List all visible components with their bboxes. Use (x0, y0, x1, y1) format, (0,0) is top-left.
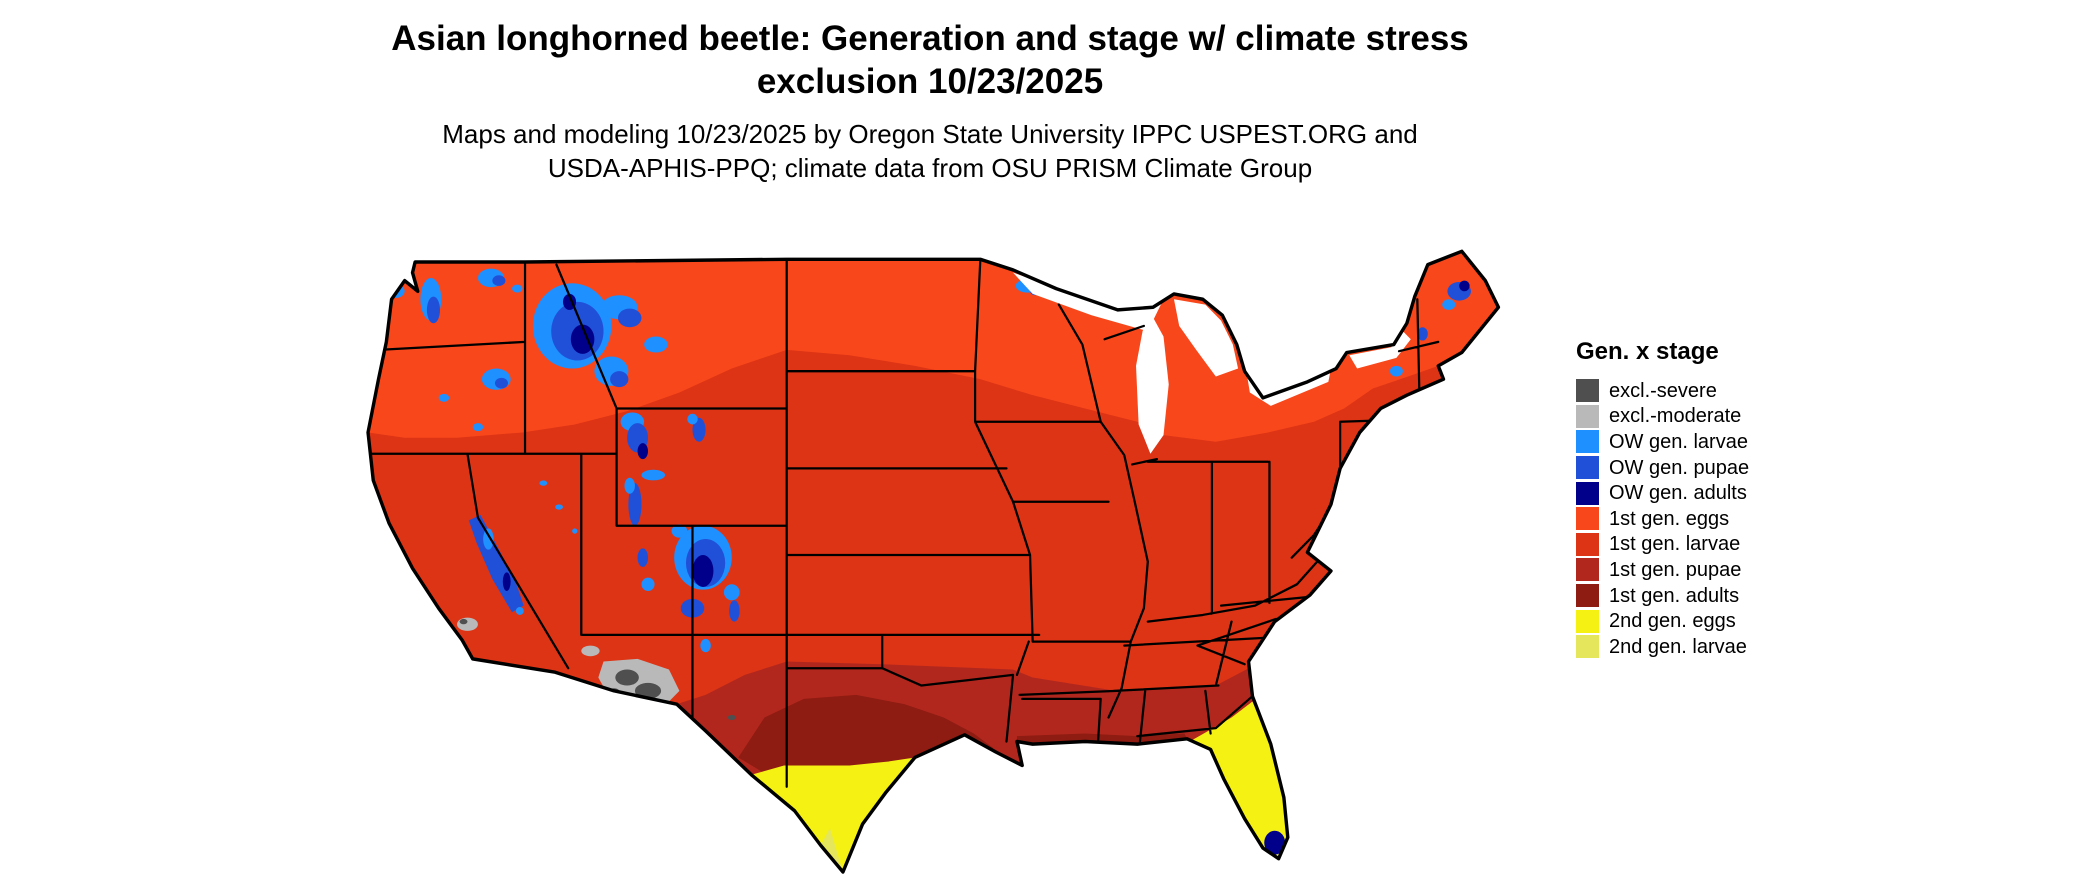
legend-swatch-gen1-pupae (1576, 558, 1599, 582)
page-subtitle: Maps and modeling 10/23/2025 by Oregon S… (0, 118, 1860, 186)
region-utah-blues (624, 469, 666, 591)
legend-label: excl.-moderate (1609, 405, 1742, 428)
legend-label: 1st gen. pupae (1609, 558, 1742, 581)
legend-label: 1st gen. larvae (1609, 533, 1741, 556)
legend-item-gen1-eggs: 1st gen. eggs (1576, 506, 1816, 532)
legend-label: 2nd gen. eggs (1609, 610, 1736, 633)
title-line-2: exclusion 10/23/2025 (756, 61, 1104, 101)
subtitle-line-2: USDA-APHIS-PPQ; climate data from OSU PR… (547, 152, 1313, 183)
region-florida-gen2-eggs (1189, 701, 1288, 859)
legend-item-gen2-eggs: 2nd gen. eggs (1576, 608, 1816, 634)
region-sierra-blues (468, 480, 578, 615)
legend: Gen. x stage excl.-severe excl.-moderate… (1576, 338, 1816, 660)
legend-swatch-excl-moderate (1576, 404, 1599, 428)
region-north-gen1-eggs (368, 251, 1499, 442)
region-fltip-ow-adults (1264, 830, 1286, 855)
legend-item-ow-larvae: OW gen. larvae (1576, 429, 1816, 455)
us-map-svg (366, 249, 1501, 874)
legend-item-ow-pupae: OW gen. pupae (1576, 455, 1816, 481)
lake-michigan (1136, 312, 1169, 454)
legend-swatch-ow-pupae (1576, 456, 1599, 480)
region-oregon-blues (438, 368, 511, 432)
legend-label: OW gen. pupae (1609, 456, 1750, 479)
lake-ontario (1349, 331, 1411, 369)
legend-label: 1st gen. adults (1609, 584, 1740, 607)
legend-swatch-ow-larvae (1576, 430, 1599, 454)
legend-swatch-gen1-larvae (1576, 532, 1599, 556)
legend-swatch-gen2-eggs (1576, 609, 1599, 633)
region-stexas-gen2-eggs (751, 757, 915, 873)
legend-swatch-gen1-eggs (1576, 507, 1599, 531)
legend-label: excl.-severe (1609, 379, 1717, 402)
legend-label: OW gen. larvae (1609, 430, 1748, 453)
lake-huron (1173, 299, 1239, 377)
legend-item-gen1-pupae: 1st gen. pupae (1576, 557, 1816, 583)
legend-swatch-ow-adults (1576, 481, 1599, 505)
us-map (300, 222, 1556, 888)
legend-item-excl-moderate: excl.-moderate (1576, 404, 1816, 430)
legend-swatch-gen2-larvae (1576, 635, 1599, 659)
legend-item-gen1-adults: 1st gen. adults (1576, 583, 1816, 609)
subtitle-line-1: Maps and modeling 10/23/2025 by Oregon S… (442, 119, 1418, 149)
legend-item-gen1-larvae: 1st gen. larvae (1576, 532, 1816, 558)
legend-swatch-gen1-adults (1576, 584, 1599, 608)
page-title: Asian longhorned beetle: Generation and … (0, 18, 1860, 103)
legend-item-excl-severe: excl.-severe (1576, 378, 1816, 404)
region-txtip-gen2-larvae (820, 828, 843, 873)
legend-swatch-excl-severe (1576, 379, 1599, 403)
title-line-1: Asian longhorned beetle: Generation and … (391, 19, 1469, 58)
legend-title: Gen. x stage (1576, 338, 1719, 365)
legend-item-ow-adults: OW gen. adults (1576, 480, 1816, 506)
region-colorado-blues (671, 524, 740, 653)
region-wyoming-blues (620, 412, 706, 460)
legend-label: OW gen. adults (1609, 482, 1747, 505)
legend-label: 2nd gen. larvae (1609, 635, 1747, 658)
legend-label: 1st gen. eggs (1609, 507, 1730, 530)
legend-item-gen2-larvae: 2nd gen. larvae (1576, 634, 1816, 660)
